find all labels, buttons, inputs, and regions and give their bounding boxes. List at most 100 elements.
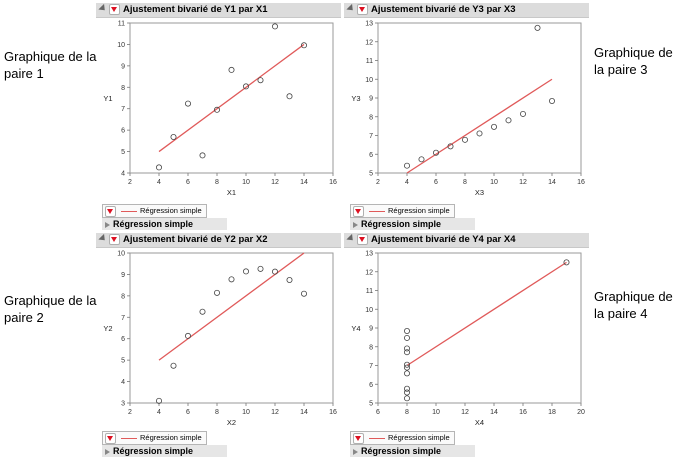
red-triangle-menu-icon[interactable] — [353, 432, 364, 444]
expand-icon[interactable] — [353, 221, 358, 228]
panel-header[interactable]: Ajustement bivarié de Y1 par X1 — [96, 3, 341, 18]
expand-icon[interactable] — [353, 448, 358, 455]
data-point — [228, 66, 235, 73]
data-point — [170, 134, 177, 141]
data-point — [404, 345, 411, 352]
section-header[interactable]: Régression simple — [350, 218, 475, 230]
data-point — [505, 117, 512, 124]
data-point — [185, 332, 192, 339]
x-tick-label: 2 — [128, 179, 132, 186]
plot-frame — [129, 252, 334, 404]
plot-frame — [377, 22, 582, 174]
regression-line — [158, 43, 305, 153]
x-tick-label: 16 — [329, 179, 337, 186]
data-point — [242, 83, 249, 90]
y-tick-label: 9 — [369, 326, 373, 333]
data-point — [214, 106, 221, 113]
x-tick-label: 6 — [434, 179, 438, 186]
section-label: Régression simple — [113, 219, 194, 229]
data-point — [404, 385, 411, 392]
x-tick-label: 10 — [490, 179, 498, 186]
collapse-icon[interactable] — [98, 4, 108, 14]
y-tick-label: 13 — [365, 251, 373, 258]
red-triangle-menu-icon[interactable] — [353, 205, 364, 217]
data-point — [418, 156, 425, 163]
x-tick-label: 14 — [548, 179, 556, 186]
x-tick-label: 8 — [463, 179, 467, 186]
legend-box[interactable]: Régression simple — [102, 204, 207, 218]
regression-line — [406, 78, 553, 174]
y-tick-label: 11 — [366, 58, 373, 65]
legend-box[interactable]: Régression simple — [350, 431, 455, 445]
panel-header[interactable]: Ajustement bivarié de Y3 par X3 — [344, 3, 589, 18]
x-tick-label: 10 — [242, 409, 250, 416]
regression-line — [406, 261, 567, 367]
bivariate-panel-4: Ajustement bivarié de Y4 par X4 5 6 7 8 9 10 1… — [344, 233, 589, 461]
y-tick-label: 10 — [365, 77, 373, 84]
collapse-icon[interactable] — [98, 234, 108, 244]
red-triangle-menu-icon[interactable] — [105, 432, 116, 444]
panel-header[interactable]: Ajustement bivarié de Y2 par X2 — [96, 233, 341, 248]
data-point — [548, 98, 555, 105]
y-axis-label: Y1 — [103, 94, 112, 103]
x-tick-label: 14 — [490, 409, 498, 416]
red-triangle-menu-icon[interactable] — [357, 3, 368, 15]
data-point — [199, 152, 206, 159]
collapse-icon[interactable] — [346, 4, 356, 14]
x-tick-label: 6 — [186, 409, 190, 416]
x-tick-label: 20 — [577, 409, 585, 416]
data-point — [271, 23, 278, 30]
red-triangle-menu-icon[interactable] — [357, 233, 368, 245]
section-header[interactable]: Régression simple — [102, 445, 227, 457]
pair4-label: Graphique de la paire 4 — [594, 289, 673, 321]
pair1-label: Graphique de la paire 1 — [4, 49, 97, 81]
y-tick-label: 12 — [365, 269, 373, 276]
x-tick-label: 2 — [128, 409, 132, 416]
y-tick-label: 8 — [121, 293, 125, 300]
expand-icon[interactable] — [105, 221, 110, 228]
panel-title: Ajustement bivarié de Y3 par X3 — [371, 4, 516, 15]
legend-label: Régression simple — [388, 433, 450, 442]
y-tick-label: 5 — [369, 401, 373, 408]
y-tick-label: 6 — [369, 152, 373, 159]
x-tick-label: 16 — [519, 409, 527, 416]
data-point — [534, 24, 541, 31]
y-tick-label: 10 — [117, 251, 125, 258]
legend-box[interactable]: Régression simple — [102, 431, 207, 445]
legend-label: Régression simple — [388, 206, 450, 215]
collapse-icon[interactable] — [346, 234, 356, 244]
data-point — [257, 265, 264, 272]
y-tick-label: 11 — [366, 288, 373, 295]
y-tick-label: 10 — [117, 42, 125, 49]
data-point — [286, 93, 293, 100]
data-point — [185, 100, 192, 107]
y-tick-label: 5 — [121, 149, 125, 156]
y-tick-label: 5 — [121, 358, 125, 365]
x-tick-label: 14 — [300, 179, 308, 186]
red-triangle-menu-icon[interactable] — [109, 3, 120, 15]
y-tick-label: 3 — [121, 401, 125, 408]
red-triangle-menu-icon[interactable] — [105, 205, 116, 217]
data-point — [242, 268, 249, 275]
fit-line-swatch — [369, 437, 385, 439]
x-tick-label: 2 — [376, 179, 380, 186]
panel-header[interactable]: Ajustement bivarié de Y4 par X4 — [344, 233, 589, 248]
data-point — [519, 110, 526, 117]
legend-box[interactable]: Régression simple — [350, 204, 455, 218]
expand-icon[interactable] — [105, 448, 110, 455]
red-triangle-menu-icon[interactable] — [109, 233, 120, 245]
data-point — [404, 364, 411, 371]
data-point — [300, 290, 307, 297]
data-point — [300, 42, 307, 49]
legend-label: Régression simple — [140, 206, 202, 215]
data-point — [490, 123, 497, 130]
y-tick-label: 6 — [121, 128, 125, 135]
data-point — [271, 268, 278, 275]
y-tick-label: 7 — [369, 133, 373, 140]
section-header[interactable]: Régression simple — [102, 218, 227, 230]
section-header[interactable]: Régression simple — [350, 445, 475, 457]
y-tick-label: 10 — [365, 307, 373, 314]
x-tick-label: 18 — [548, 409, 556, 416]
